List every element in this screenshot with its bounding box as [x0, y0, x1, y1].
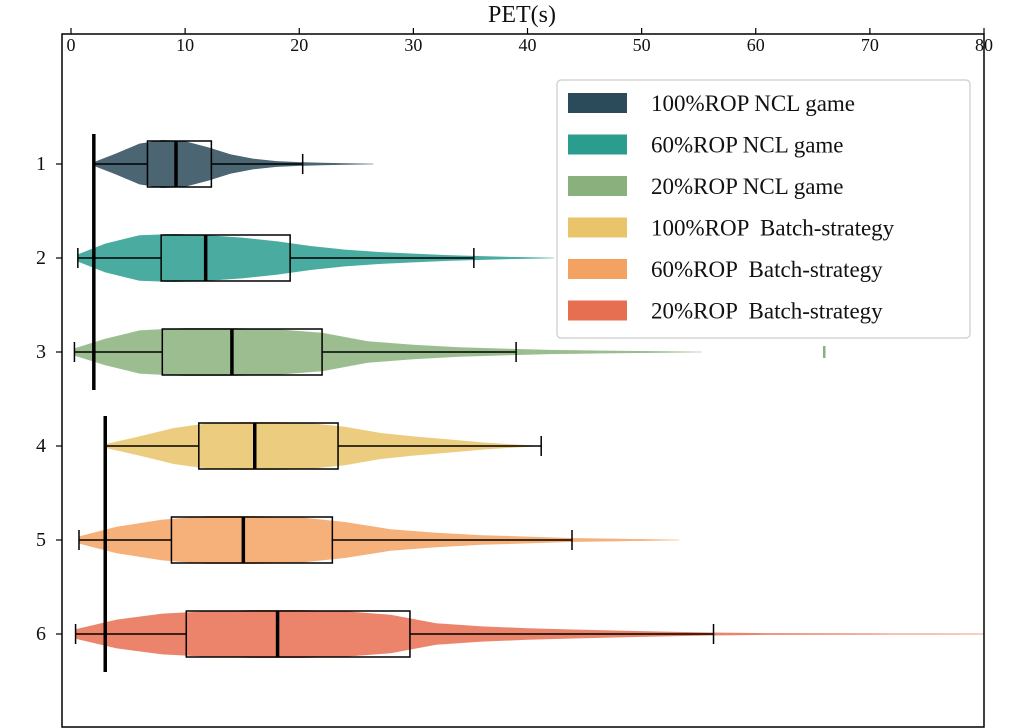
plot-frame [61, 33, 985, 728]
legend: 100%ROP NCL game 60%ROP NCL game 20%ROP NC… [556, 79, 971, 339]
legend-label: 100%ROP Batch-strategy [651, 216, 895, 241]
x-tick-label: 70 [861, 35, 879, 55]
y-tick-label: 2 [36, 247, 46, 269]
legend-swatch [568, 259, 627, 279]
x-axis-label: PET(s) [488, 2, 556, 28]
reference-lines [92, 134, 107, 672]
x-tick-label: 60 [747, 35, 765, 55]
violin-body [105, 422, 542, 470]
x-tick-label: 50 [633, 35, 651, 55]
iqr-box [170, 516, 334, 564]
legend-label: 20%ROP Batch-strategy [651, 299, 883, 324]
x-tick-label: 20 [290, 35, 308, 55]
legend-swatch [568, 217, 627, 238]
iqr-box [185, 610, 411, 658]
y-axis-ticks: 1 2 3 4 5 6 [36, 153, 62, 645]
legend-swatch [568, 300, 627, 321]
violins [73, 140, 984, 658]
iqr-box [146, 140, 213, 188]
legend-box [556, 79, 971, 339]
legend-swatch [568, 93, 627, 113]
y-tick-label: 6 [36, 623, 46, 645]
legend-swatch [568, 176, 627, 196]
legend-swatch [568, 134, 627, 155]
legend-label: 60%ROP NCL game [651, 133, 844, 158]
iqr-box [198, 422, 339, 470]
legend-label: 60%ROP Batch-strategy [651, 257, 883, 282]
iqr-box [160, 234, 291, 282]
legend-label: 100%ROP NCL game [651, 91, 855, 116]
legend-label: 20%ROP NCL game [651, 174, 844, 199]
y-tick-label: 3 [36, 341, 46, 363]
y-tick-label: 1 [36, 153, 46, 175]
y-tick-label: 5 [36, 529, 46, 551]
x-axis-ticks: 0 10 20 30 40 50 60 70 80 [67, 28, 993, 55]
iqr-box [161, 328, 323, 376]
y-tick-label: 4 [36, 435, 46, 457]
x-tick-label: 0 [67, 35, 76, 55]
x-tick-label: 30 [404, 35, 422, 55]
x-tick-label: 10 [176, 35, 194, 55]
x-tick-label: 40 [519, 35, 537, 55]
